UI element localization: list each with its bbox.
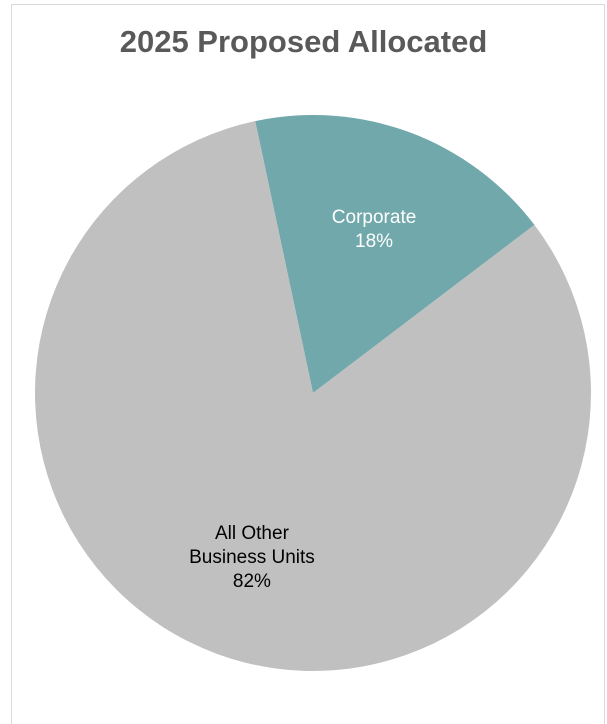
slice-name-line: All Other (215, 523, 290, 544)
slice-name-line: Corporate (332, 207, 417, 228)
slice-name-line: Business Units (189, 547, 315, 568)
chart-title: 2025 Proposed Allocated (119, 24, 488, 59)
pie-slice-all-other-business-units (35, 121, 591, 671)
pie-slice-corporate (255, 115, 535, 393)
slice-percent: 18% (355, 231, 393, 252)
slice-label-corporate: Corporate 18% (332, 207, 417, 252)
pie-slices (35, 115, 591, 671)
slice-label-all-other-business-units: All Other Business Units 82% (189, 523, 315, 592)
pie-labels: Corporate 18% All Other Business Units 82% (189, 207, 416, 592)
slice-percent: 82% (233, 571, 271, 592)
